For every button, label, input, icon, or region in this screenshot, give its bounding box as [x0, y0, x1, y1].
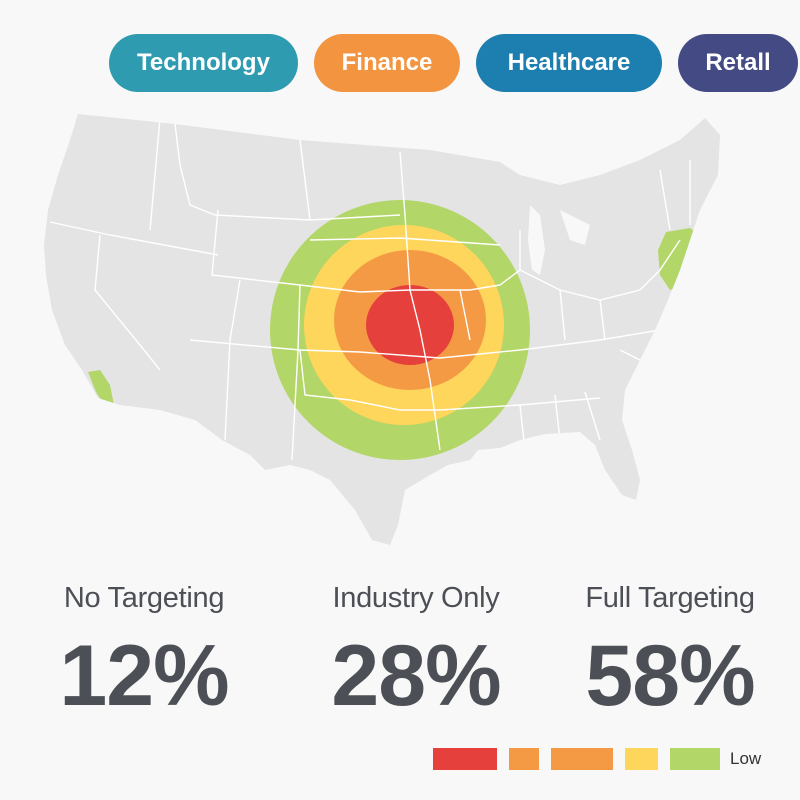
heat-spot-northeast — [658, 228, 705, 290]
filter-healthcare[interactable]: Healthcare — [476, 34, 662, 92]
heat-ring-high — [366, 285, 454, 365]
stat-label: Full Targeting — [585, 582, 755, 614]
filter-retail[interactable]: Retall — [678, 34, 798, 92]
stat-value: 58% — [585, 628, 755, 724]
lake-huron — [560, 210, 590, 245]
filter-technology[interactable]: Technology — [109, 34, 298, 92]
stat-no-targeting: No Targeting 12% — [14, 582, 274, 726]
stat-label: Industry Only — [332, 582, 500, 614]
stat-industry-only: Industry Only 28% — [286, 582, 546, 726]
legend-swatch-medium-high — [509, 748, 539, 770]
stat-full-targeting: Full Targeting 58% — [540, 582, 800, 726]
filter-finance[interactable]: Finance — [314, 34, 460, 92]
stat-label: No Targeting — [63, 582, 225, 614]
us-heat-map — [44, 114, 720, 545]
legend-label-low: Low — [730, 749, 762, 768]
lake-michigan — [528, 205, 545, 275]
legend-swatch-medium — [551, 748, 613, 770]
heat-legend: Low — [433, 748, 761, 770]
legend-swatch-low — [670, 748, 720, 770]
legend-swatch-medium-low — [625, 748, 658, 770]
state-borders — [49, 117, 691, 461]
stat-value: 12% — [59, 628, 229, 724]
heat-spot-southern-california — [88, 370, 114, 405]
stat-value: 28% — [331, 628, 501, 724]
legend-swatch-high — [433, 748, 497, 770]
